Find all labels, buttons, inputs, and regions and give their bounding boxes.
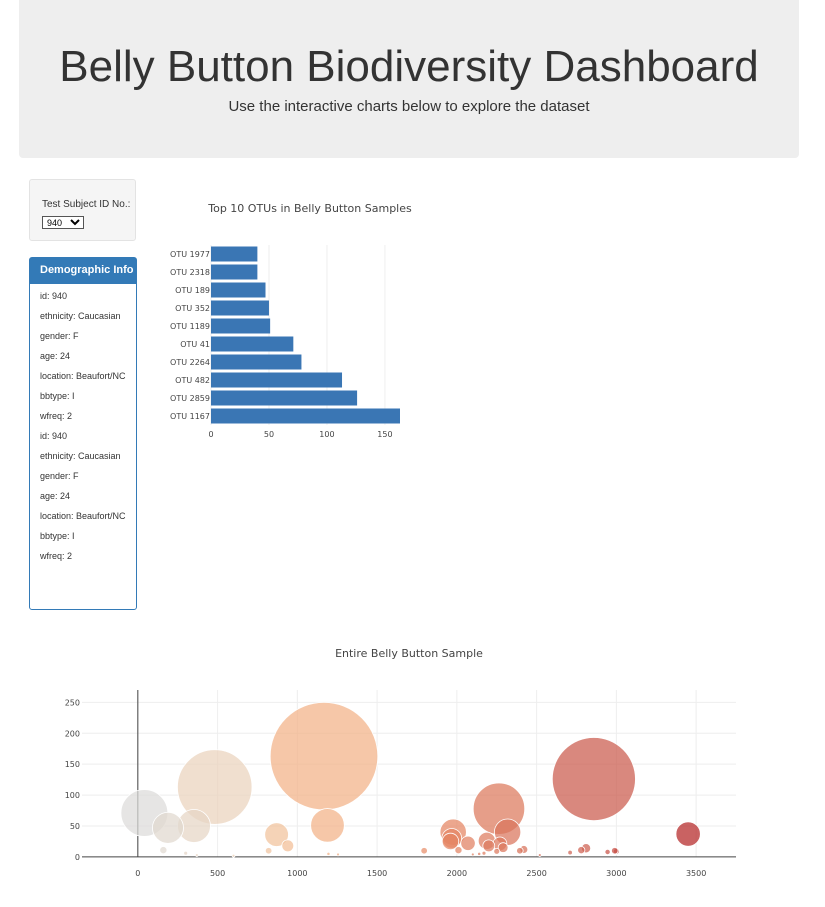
bubble-y-tick-label: 150 [65,760,80,769]
demographic-info-title: Demographic Info [30,258,136,284]
bubble-point [497,842,509,853]
bar-category-label: OTU 2264 [170,358,210,367]
bubble-point [441,832,460,851]
bar-otu-1977 [211,246,258,262]
demographic-item: age: 24 [40,351,71,361]
demographic-list: id: 940 ethnicity: Caucasian gender: F age:… [30,284,136,563]
bubble-y-tick-label: 100 [65,791,80,800]
bar-otu-1167 [211,408,400,424]
demographic-item: gender: F [40,471,79,481]
bar-otu-2264 [211,354,302,370]
bar-otu-352 [211,300,269,316]
bubble-x-tick-label: 500 [210,869,225,878]
bubble-point [326,851,331,856]
bubble-point [470,852,475,857]
bubble-point [675,821,701,847]
bubble-point [336,852,340,857]
demographic-item: ethnicity: Caucasian [40,451,121,461]
bubble-y-tick-label: 0 [75,853,80,862]
bubble-point [604,848,611,856]
bubble-x-tick-label: 2000 [447,869,467,878]
demographic-item: wfreq: 2 [40,411,73,421]
demographic-item: gender: F [40,331,79,341]
bar-category-label: OTU 482 [175,376,210,385]
bubble-point [231,853,236,858]
bubble-x-tick-label: 3500 [686,869,706,878]
bubble-point [551,737,636,821]
demographic-item: ethnicity: Caucasian [40,311,121,321]
bubble-point [577,846,586,855]
bubble-x-tick-label: 1000 [287,869,307,878]
demographic-item: age: 24 [40,491,71,501]
bubble-point [516,847,524,855]
bubble-x-tick-label: 3000 [606,869,626,878]
bubble-point [194,853,199,857]
bubble-x-tick-label: 0 [135,869,140,878]
bar-category-label: OTU 2318 [170,268,210,277]
demographic-item: bbtype: I [40,391,75,401]
bubble-point [269,701,379,811]
bar-x-tick-label: 0 [208,430,213,439]
bar-x-tick-label: 50 [264,430,274,439]
bubble-point [281,839,295,853]
bubble-point [493,847,501,855]
subject-selector-panel: Test Subject ID No.: 940 [29,179,136,241]
bar-otu-2318 [211,264,258,280]
bubble-x-tick-label: 1500 [367,869,387,878]
bar-x-tick-label: 100 [319,430,334,439]
bar-otu-41 [211,336,294,352]
bar-x-tick-label: 150 [377,430,392,439]
bar-category-label: OTU 1977 [170,250,210,259]
bubble-point [477,851,482,856]
bubble-point [159,846,168,855]
bubble-point [310,808,345,843]
bar-otu-1189 [211,318,271,334]
demographic-info-panel: Demographic Info id: 940 ethnicity: Cauca… [29,257,137,610]
bubble-chart-title: Entire Belly Button Sample [335,647,483,660]
header-banner: Belly Button Biodiversity Dashboard Use … [19,0,799,158]
bar-otu-189 [211,282,266,298]
bar-category-label: OTU 1167 [170,412,210,421]
bubble-point [264,822,289,847]
bar-otu-482 [211,372,343,388]
bubble-x-tick-label: 2500 [526,869,546,878]
bubble-y-tick-label: 50 [70,822,80,831]
bar-category-label: OTU 352 [175,304,210,313]
bar-category-label: OTU 1189 [170,322,210,331]
bubble-point [537,853,542,857]
demographic-item: wfreq: 2 [40,551,73,561]
bubble-point [152,811,184,844]
bubble-point [454,846,463,855]
bubble-point [611,847,619,855]
bubble-point [420,847,428,855]
page-subtitle: Use the interactive charts below to expl… [228,98,590,115]
top-otu-bar-chart: Top 10 OTUs in Belly Button Samples 0 50 10… [170,202,412,439]
bar-category-label: OTU 189 [175,286,210,295]
page-title: Belly Button Biodiversity Dashboard [59,42,759,91]
bubble-point [264,847,273,855]
bubble-point [177,749,253,825]
demographic-item: location: Beaufort/NC [40,371,126,381]
bubble-point [567,849,573,856]
demographic-item: bbtype: I [40,531,75,541]
bubble-point [482,839,496,853]
bar-chart-title: Top 10 OTUs in Belly Button Samples [207,202,412,215]
demographic-item: id: 940 [40,431,68,441]
bubble-point [460,835,476,851]
bubble-point [481,850,487,856]
subject-selector-label: Test Subject ID No.: [42,199,131,210]
bubble-point [183,850,189,856]
bar-category-label: OTU 41 [180,340,210,349]
demographic-item: id: 940 [40,291,68,301]
demographic-item: location: Beaufort/NC [40,511,126,521]
bar-otu-2859 [211,390,358,406]
bubble-y-tick-label: 250 [65,698,80,707]
bar-category-label: OTU 2859 [170,394,210,403]
subject-id-select[interactable]: 940 [42,216,84,229]
bubble-y-tick-label: 200 [65,729,80,738]
